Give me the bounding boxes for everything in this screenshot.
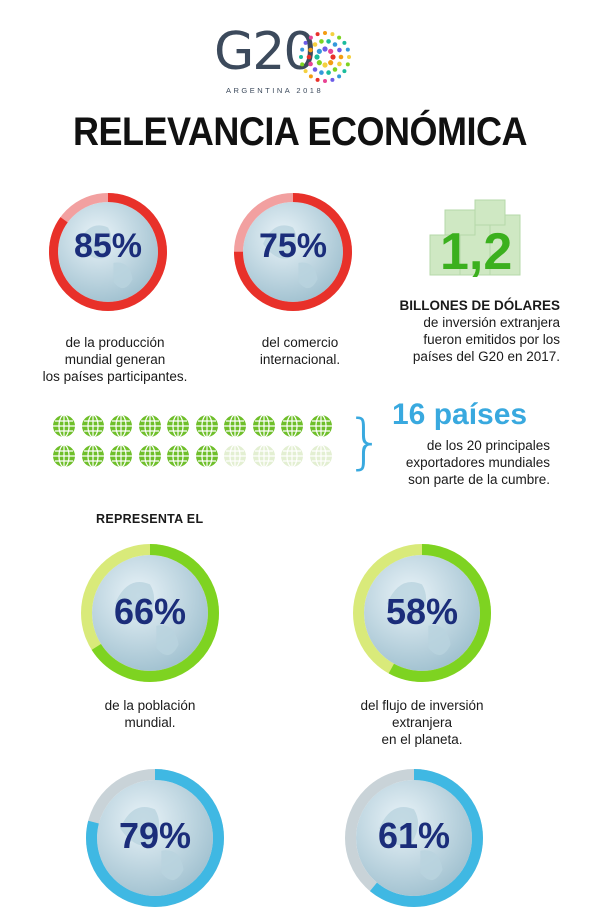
- brace-icon: }: [346, 407, 385, 477]
- country-globe-icon: [109, 414, 133, 438]
- country-globe-faded-icon: [252, 444, 276, 468]
- country-globe-icon: [52, 444, 76, 468]
- country-globe-icon: [195, 444, 219, 468]
- stat-value: 66%: [113, 591, 187, 632]
- country-globe-icon: [81, 414, 105, 438]
- ring-chart: [81, 544, 219, 682]
- represent-label: REPRESENTA EL: [96, 512, 204, 526]
- countries-title: 16 países: [392, 398, 528, 431]
- country-globe-icon: [309, 414, 333, 438]
- globe-land: [120, 807, 184, 881]
- stat-value: 75%: [258, 227, 328, 265]
- caption-line: los países participantes.: [42, 369, 188, 384]
- caption-line: mundial generan: [64, 352, 166, 367]
- stat-caption: del flujo de inversión extranjera en el …: [327, 697, 517, 748]
- stat-caption: de la producción mundial generan los paí…: [20, 334, 210, 385]
- country-globe-faded-icon: [280, 444, 304, 468]
- ring-progress-arc: [234, 193, 352, 311]
- caption-line: son parte de la cumbre.: [408, 472, 550, 487]
- investment-caption: BILLONES DE DÓLARES de inversión extranj…: [390, 297, 560, 365]
- caption-line: extranjera: [391, 715, 453, 730]
- investment-value: 1,2: [440, 223, 513, 281]
- g20-logo: G20 ARGENTINA 2018: [214, 26, 364, 104]
- caption-line: en el planeta.: [381, 732, 463, 747]
- ring-progress-arc: [353, 544, 491, 682]
- globe-land: [263, 225, 318, 289]
- caption-line: de la población: [104, 698, 196, 713]
- country-globe-icon: [252, 414, 276, 438]
- logo-text: G20: [214, 22, 316, 82]
- ring-progress-arc: [81, 544, 219, 682]
- country-globe-icon: [223, 414, 247, 438]
- globe-land: [387, 582, 451, 656]
- caption-line: internacional.: [259, 352, 341, 367]
- stat-caption: del comercio internacional.: [230, 334, 370, 368]
- ring-chart: [49, 193, 167, 311]
- globe-land: [78, 225, 133, 289]
- country-globe-icon: [138, 414, 162, 438]
- country-globe-icon: [52, 414, 76, 438]
- globe-land: [115, 582, 179, 656]
- stat-ring-trade: [218, 187, 368, 317]
- stat-value: 85%: [73, 227, 143, 265]
- caption-line: mundial.: [124, 715, 176, 730]
- ring-chart: [353, 544, 491, 682]
- caption-line: de la producción: [65, 335, 165, 350]
- country-globe-icon: [81, 444, 105, 468]
- stat-value: 58%: [385, 591, 459, 632]
- country-globe-icon: [138, 444, 162, 468]
- caption-line: BILLONES DE DÓLARES: [399, 298, 560, 313]
- country-globe-icon: [195, 414, 219, 438]
- caption-line: de inversión extranjera: [423, 315, 560, 330]
- caption-line: del comercio: [261, 335, 339, 350]
- country-globe-icon: [166, 444, 190, 468]
- countries-caption: de los 20 principales exportadores mundi…: [370, 437, 550, 488]
- stat-ring-population: [75, 538, 225, 688]
- country-globe-icon: [109, 444, 133, 468]
- caption-line: del flujo de inversión: [360, 698, 484, 713]
- money-stack-icon: [429, 199, 521, 276]
- stat-value: 61%: [377, 815, 451, 856]
- stat-value: 79%: [118, 815, 192, 856]
- caption-line: de los 20 principales: [426, 438, 550, 453]
- logo-subtitle: ARGENTINA 2018: [226, 86, 324, 95]
- ring-chart: [234, 193, 352, 311]
- globe-land: [379, 807, 443, 881]
- stat-ring-investment-flow: [347, 538, 497, 688]
- logo-flower-icon: [299, 31, 351, 83]
- page-title: RELEVANCIA ECONÓMICA: [72, 108, 528, 154]
- ring-progress-arc: [49, 193, 167, 311]
- country-globe-icon: [166, 414, 190, 438]
- caption-line: fueron emitidos por los: [423, 332, 560, 347]
- caption-line: países del G20 en 2017.: [412, 349, 560, 364]
- stat-caption: de la población mundial.: [60, 697, 240, 731]
- stat-ring-production: [33, 187, 183, 317]
- country-globe-faded-icon: [309, 444, 333, 468]
- country-globe-faded-icon: [223, 444, 247, 468]
- caption-line: exportadores mundiales: [405, 455, 550, 470]
- country-globe-icon: [280, 414, 304, 438]
